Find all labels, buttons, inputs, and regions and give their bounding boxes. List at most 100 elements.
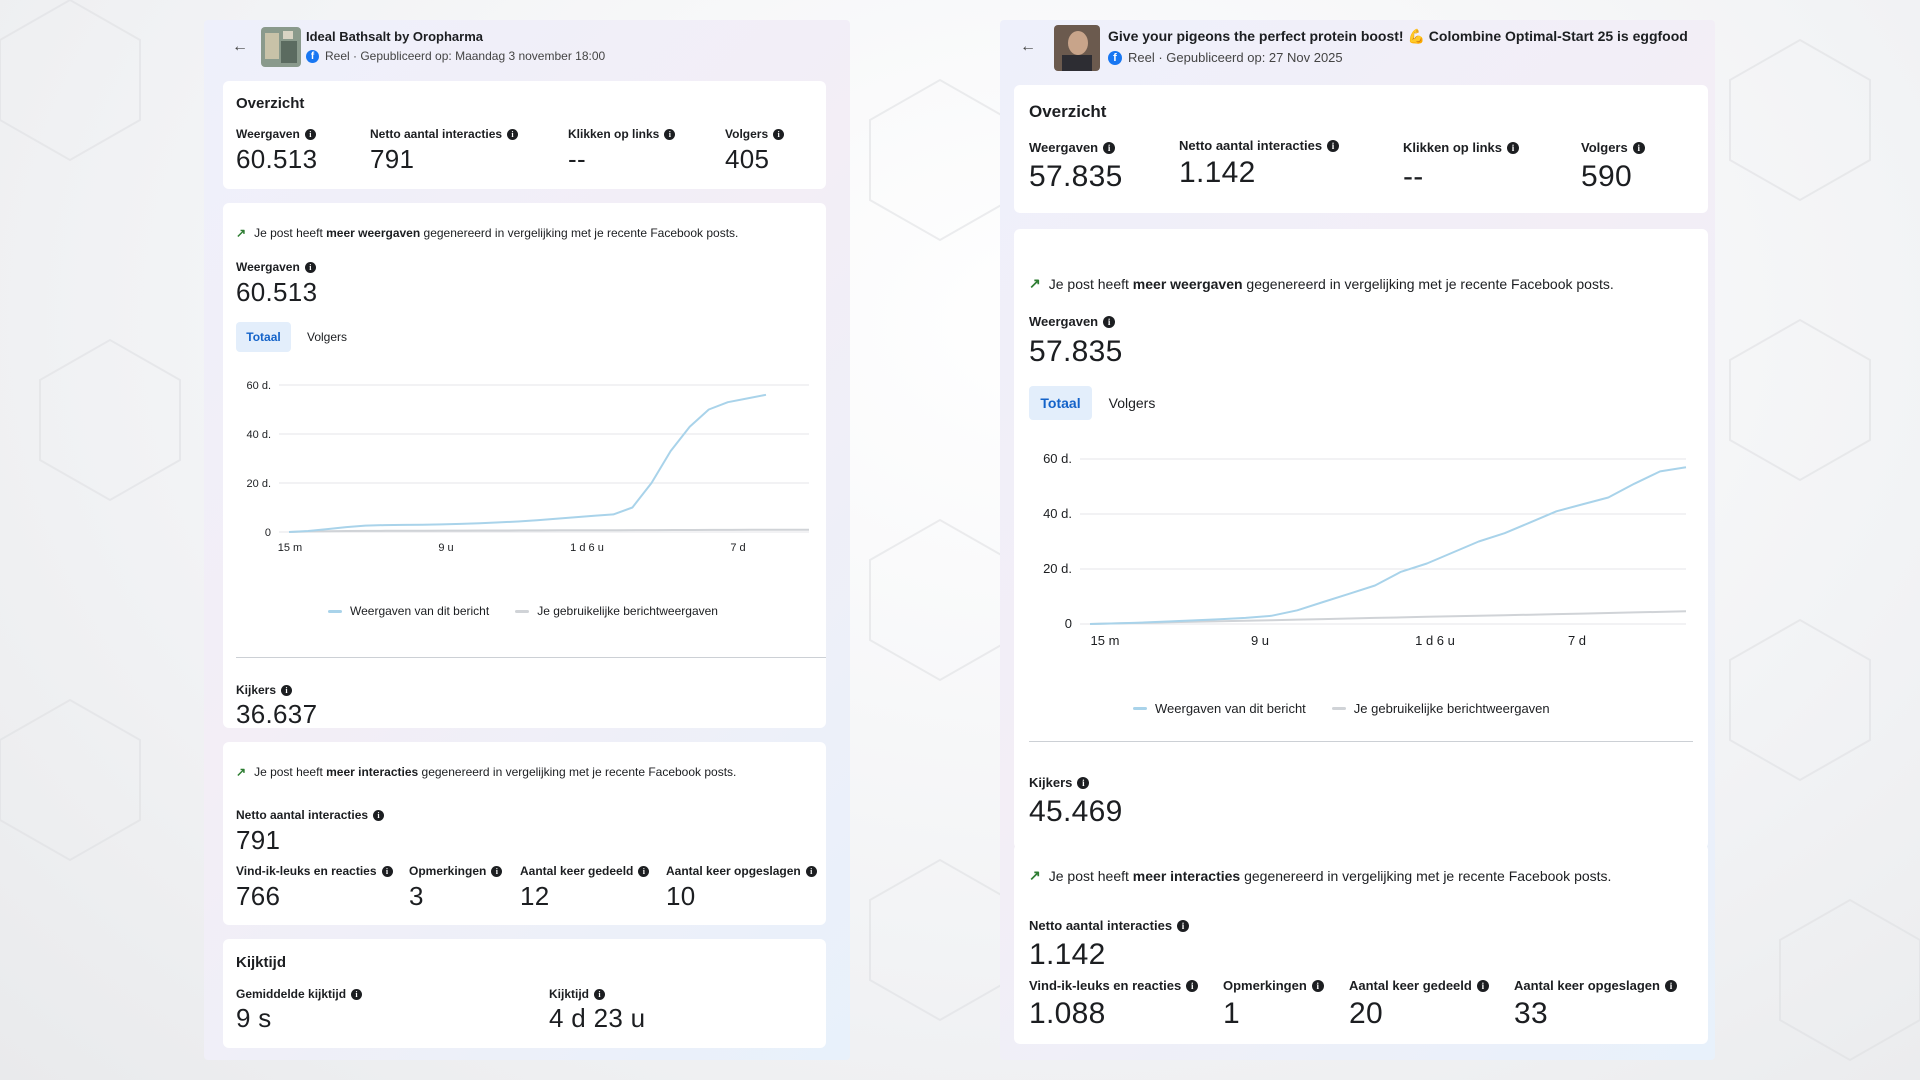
views-line-chart: 0 20 d. 40 d. 60 d. 15 m 9 u 1 d 6 u 7 d — [247, 380, 809, 554]
metric-value: 791 — [370, 144, 415, 174]
x-tick-label: 9 u — [438, 542, 453, 554]
insight-bold: meer weergaven — [1132, 275, 1243, 292]
trend-up-icon: ↗ — [1029, 867, 1041, 883]
metric-label: Vind-ik-leuks en reacties i — [1029, 978, 1199, 993]
info-icon[interactable]: i — [805, 865, 817, 877]
views-label: Weergaven i — [1029, 314, 1116, 329]
metric-value: 57.835 — [1029, 160, 1123, 193]
metric-value: 405 — [725, 144, 770, 174]
metric-value: 9 s — [236, 1003, 272, 1033]
tab-followers[interactable]: Volgers — [1108, 395, 1156, 411]
metric-label-text: Gemiddelde kijktijd — [236, 987, 347, 1001]
post-title: Ideal Bathsalt by Oropharma — [306, 29, 483, 44]
divider — [1029, 741, 1693, 742]
metric-label-text: Kijktijd — [549, 987, 590, 1001]
metric-value: 33 — [1514, 997, 1548, 1030]
legend-swatch — [515, 609, 530, 613]
interactions-insight: ↗ Je post heeft meer interacties gegener… — [236, 765, 736, 779]
info-icon[interactable]: i — [281, 684, 293, 696]
tab-total[interactable]: Totaal — [1029, 386, 1092, 420]
insight-text: gegenereerd in vergelijking met je recen… — [423, 226, 739, 240]
metric-label: Klikken op links i — [1403, 140, 1519, 155]
insight-text: Je post heeft — [254, 765, 323, 779]
info-icon[interactable]: i — [664, 128, 676, 140]
metric-label-text: Volgers — [1581, 140, 1628, 155]
metric-value: 590 — [1581, 160, 1632, 193]
y-tick-label: 20 d. — [1043, 561, 1072, 576]
metric-label-text: Kijkers — [1029, 775, 1073, 790]
insight-text: gegenereerd in vergelijking met je recen… — [421, 765, 737, 779]
info-icon[interactable]: i — [373, 809, 385, 821]
metric-label: Aantal keer gedeeld i — [520, 864, 650, 878]
legend-item: Je gebruikelijke berichtweergaven — [515, 604, 718, 618]
viewers-value: 36.637 — [236, 699, 318, 729]
y-tick-label: 0 — [1065, 616, 1072, 631]
overview-title: Overzicht — [236, 95, 305, 112]
x-tick-label: 15 m — [1091, 633, 1120, 648]
info-icon[interactable]: i — [1077, 776, 1090, 789]
metric-label-text: Weergaven — [1029, 314, 1099, 329]
metric-label: Vind-ik-leuks en reacties i — [236, 864, 393, 878]
metric-label-text: Aantal keer opgeslagen — [666, 864, 801, 878]
overview-card: Overzicht Weergaven i 60.513 Netto aantal… — [223, 81, 826, 189]
tab-total[interactable]: Totaal — [236, 322, 291, 352]
info-icon[interactable]: i — [1186, 979, 1199, 992]
metric-label: Opmerkingen i — [409, 864, 503, 878]
info-icon[interactable]: i — [507, 128, 519, 140]
metric-label-text: Netto aantal interacties — [236, 808, 369, 822]
info-icon[interactable]: i — [1476, 979, 1489, 992]
info-icon[interactable]: i — [1103, 315, 1116, 328]
info-icon[interactable]: i — [1632, 141, 1645, 154]
info-icon[interactable]: i — [1664, 979, 1677, 992]
arrow-left-icon[interactable]: ← — [1020, 38, 1036, 55]
info-icon[interactable]: i — [381, 865, 393, 877]
tab-followers[interactable]: Volgers — [306, 330, 348, 344]
info-icon[interactable]: i — [638, 865, 650, 877]
y-tick-label: 40 d. — [247, 429, 271, 441]
metric-label: Kijktijd i — [549, 987, 606, 1001]
x-tick-label: 1 d 6 u — [570, 542, 604, 554]
trend-up-icon: ↗ — [236, 226, 247, 240]
info-icon[interactable]: i — [1177, 919, 1190, 932]
interactions-value: 791 — [236, 825, 281, 855]
legend-swatch — [328, 609, 342, 613]
metric-label: Aantal keer opgeslagen i — [1514, 978, 1677, 993]
views-line-chart: 0 20 d. 40 d. 60 d. 15 m 9 u 1 d 6 u 7 d — [1043, 451, 1687, 648]
metric-label-text: Vind-ik-leuks en reacties — [236, 864, 377, 878]
insight-bold: meer weergaven — [326, 226, 421, 240]
metric-label: Netto aantal interacties i — [370, 127, 519, 141]
info-icon[interactable]: i — [491, 865, 503, 877]
info-icon[interactable]: i — [773, 128, 785, 140]
info-icon[interactable]: i — [1506, 141, 1519, 154]
overview-card: Overzicht Weergaven i 57.835 Netto aantal… — [1014, 85, 1708, 213]
metric-label-text: Vind-ik-leuks en reacties — [1029, 978, 1182, 993]
info-icon[interactable]: i — [1327, 139, 1340, 152]
post-thumbnail — [1054, 25, 1100, 71]
metric-label: Weergaven i — [236, 127, 316, 141]
interactions-insight: ↗ Je post heeft meer interacties gegener… — [1029, 867, 1611, 884]
facebook-icon: f — [1108, 50, 1122, 65]
metric-label-text: Netto aantal interacties — [370, 127, 503, 141]
y-tick-label: 20 d. — [247, 478, 271, 490]
info-icon[interactable]: i — [594, 988, 606, 1000]
viewers-value: 45.469 — [1029, 795, 1123, 828]
metric-label: Volgers i — [725, 127, 785, 141]
x-tick-label: 7 d — [1568, 633, 1586, 648]
metric-label: Volgers i — [1581, 140, 1645, 155]
metric-label: Aantal keer gedeeld i — [1349, 978, 1489, 993]
series-line-post-views — [288, 393, 767, 533]
arrow-left-icon[interactable]: ← — [232, 38, 248, 55]
thumbnail-image-icon — [1054, 25, 1100, 71]
info-icon[interactable]: i — [351, 988, 363, 1000]
metric-value: 10 — [666, 881, 696, 911]
metric-label-text: Aantal keer gedeeld — [1349, 978, 1472, 993]
insight-text: Je post heeft — [1048, 275, 1129, 292]
info-icon[interactable]: i — [1103, 141, 1116, 154]
info-icon[interactable]: i — [1311, 979, 1324, 992]
legend-swatch — [1133, 707, 1147, 710]
info-icon[interactable]: i — [304, 261, 316, 273]
interactions-value: 1.142 — [1029, 938, 1106, 971]
metric-value: 1.142 — [1179, 156, 1256, 189]
info-icon[interactable]: i — [304, 128, 316, 140]
x-tick-label: 1 d 6 u — [1415, 633, 1455, 648]
